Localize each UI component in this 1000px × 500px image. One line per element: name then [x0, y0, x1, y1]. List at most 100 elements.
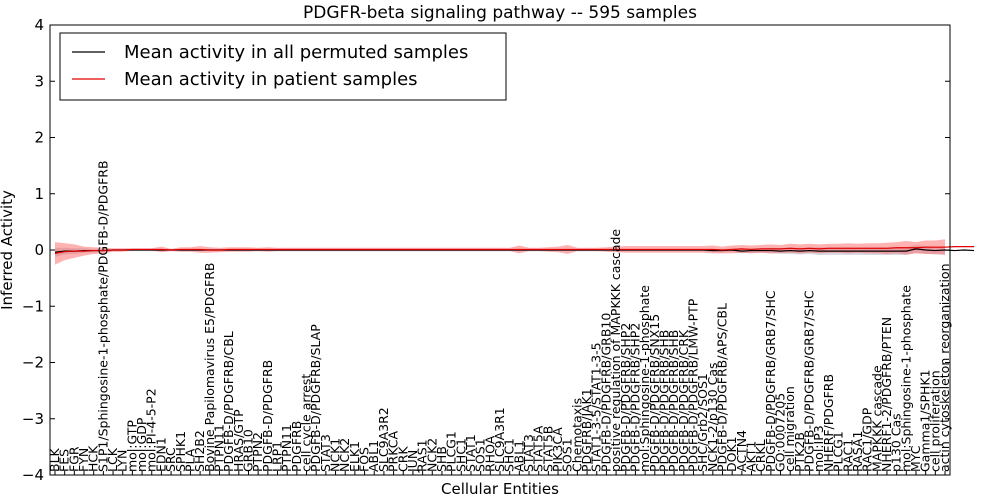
category-label: PTPN11	[279, 424, 294, 472]
category-label: LYN	[115, 450, 130, 472]
category-label: SOS1	[473, 438, 488, 472]
category-label: PIK3CA	[550, 427, 565, 472]
category-label: ELK1	[347, 441, 362, 472]
category-label: DOK1	[724, 436, 739, 472]
plot-frame	[49, 24, 951, 476]
category-label: SHC/Grb2/SOS1	[695, 373, 710, 472]
patient-band	[55, 239, 945, 265]
category-label: PRKCA	[386, 431, 401, 472]
category-label: MYC	[908, 445, 923, 472]
category-label: LRP1	[270, 441, 285, 472]
y-tick-label: 2	[34, 129, 44, 147]
category-label: AKT1	[744, 441, 759, 472]
category-label: CRKL	[753, 439, 768, 472]
category-label: Chemotaxis	[569, 398, 584, 472]
category-label: PDGFB-D/PDGFRB/SLAP	[308, 324, 323, 472]
category-label: STAT3	[521, 434, 536, 472]
category-label: RHOA	[482, 435, 497, 472]
category-label: STAT5B	[540, 426, 555, 472]
category-label: FES	[57, 449, 72, 472]
category-label: Bovine Papilomavirus E5/PDGFRB	[202, 263, 217, 472]
legend: Mean activity in all permuted samples Me…	[59, 32, 507, 101]
category-label: PTPN2	[250, 432, 265, 472]
category-label: CRK	[395, 446, 410, 472]
category-label: SHB	[434, 446, 449, 472]
legend-label-patient: Mean activity in patient samples	[124, 69, 418, 90]
category-label: PDGFRB/JAK1	[579, 388, 594, 472]
category-label: SHC1	[453, 438, 468, 472]
category-label: JUN	[405, 450, 420, 473]
category-label: GO:0007205	[773, 393, 788, 472]
category-label: PDGFB-D/PDGFRB/GRB7/SHC	[802, 290, 817, 472]
category-label: PDGFB-D/PDGFRB/GRB10	[598, 313, 613, 472]
y-tick-label: 4	[34, 16, 44, 34]
category-label: PLA	[182, 448, 197, 472]
category-labels: BLKFESFGRFYNHCKS1P1/Sphingosine-1-phosph…	[47, 160, 952, 473]
category-label: cell migration	[782, 386, 797, 472]
category-label: mol:GTP	[124, 420, 139, 472]
category-label: mol:Sphingosine-1-phosphate	[637, 285, 652, 472]
category-label: PLCG1	[444, 431, 459, 472]
category-label: positive regulation of MAPKKK cascade	[608, 229, 623, 472]
confidence-bands	[55, 239, 945, 265]
permuted-band	[55, 244, 945, 257]
category-label: SLC9A3R2	[376, 407, 391, 472]
category-label: actin cytoskeleton reorganization	[937, 263, 952, 472]
category-label: PDGFB-D/PDGFRB/CRK	[676, 329, 691, 472]
category-label: RAC1/GDP	[860, 407, 875, 472]
category-label: mol:GDP	[134, 417, 149, 472]
category-label: EDN1	[153, 437, 168, 472]
category-label: PDGFB-D/PDGFRB/LMW-PTP	[685, 298, 700, 472]
category-label: NCK2	[337, 438, 352, 472]
y-tick-label: 3	[34, 72, 44, 90]
category-label: PDGFB-D/PDGFRB/SHP2	[618, 323, 633, 472]
category-label: RASA1	[850, 431, 865, 472]
category-label: SOS1	[560, 438, 575, 472]
category-label: NHERF/PDGFRB	[821, 374, 836, 472]
category-label: PDGFB-D/PDGFRB/GRB7/SHC	[763, 290, 778, 472]
category-label: BLK	[47, 447, 62, 472]
patient-mean-line	[54, 246, 975, 254]
category-label: cell proliferation	[927, 370, 942, 472]
category-label: p130 Cas	[889, 413, 904, 472]
category-label: STAT1-3-5/STAT1-3-5	[589, 342, 604, 472]
category-label: PDGFB-D/PDGFRB/CBL	[221, 331, 236, 472]
category-label: STAT3	[318, 434, 333, 472]
y-axis-label: Inferred Activity	[0, 190, 16, 310]
y-axis-label-group: Inferred Activity	[0, 190, 16, 310]
category-label: PDGFB-D/PDGFRB/SHB	[666, 330, 681, 472]
category-label: SHC1	[502, 438, 517, 472]
category-label: RAC1	[840, 439, 855, 472]
category-label: ABL1	[366, 440, 381, 472]
category-label: PDGFB-D/PDGFRB/APS/CBL	[715, 303, 730, 472]
category-label: PDGFB-D/PDGFRB/SHB	[656, 330, 671, 472]
y-tick-label: 0	[34, 241, 44, 259]
legend-box	[59, 32, 507, 101]
category-label: HRAS/GTP	[231, 409, 246, 472]
category-label: NCK1-2/p130 Cas	[705, 362, 720, 472]
category-label: S1P1/Sphingosine-1-phosphate/PDGFB-D/PDG…	[95, 160, 110, 472]
category-label: mol:IP3	[811, 425, 826, 472]
category-label: MAPKKK cascade	[869, 365, 884, 472]
legend-label-permuted: Mean activity in all permuted samples	[124, 42, 468, 63]
category-label: Gamma1/SPHK1	[918, 369, 933, 472]
category-label: RAS1	[415, 439, 430, 472]
chart-title: PDGFR-beta signaling pathway -- 595 samp…	[303, 3, 697, 23]
category-label: PTK2B	[792, 432, 807, 472]
category-label: SLC9A3R1	[492, 407, 507, 472]
category-label: PLCG1	[831, 431, 846, 472]
x-ticks	[54, 471, 946, 475]
category-label: SPHK1	[173, 431, 188, 472]
category-label: PTPN11	[211, 424, 226, 472]
category-label: PDGFB-D/PDGFRB	[260, 360, 275, 472]
category-label: NCK2	[424, 438, 439, 472]
category-label: FYN	[76, 448, 91, 472]
category-label: GRB10	[240, 429, 255, 472]
category-label: STAT5A	[531, 425, 546, 472]
category-label: PDGFB-D/PDGFRB/SNX15	[647, 314, 662, 472]
y-ticks: −4 −3 −2 −1 0 1 2 3 4	[22, 16, 950, 484]
x-axis-label: Cellular Entities	[441, 480, 559, 498]
category-label: FGR	[66, 446, 81, 472]
category-label: PDGFRB	[289, 421, 304, 472]
y-tick-label: −2	[22, 354, 44, 372]
